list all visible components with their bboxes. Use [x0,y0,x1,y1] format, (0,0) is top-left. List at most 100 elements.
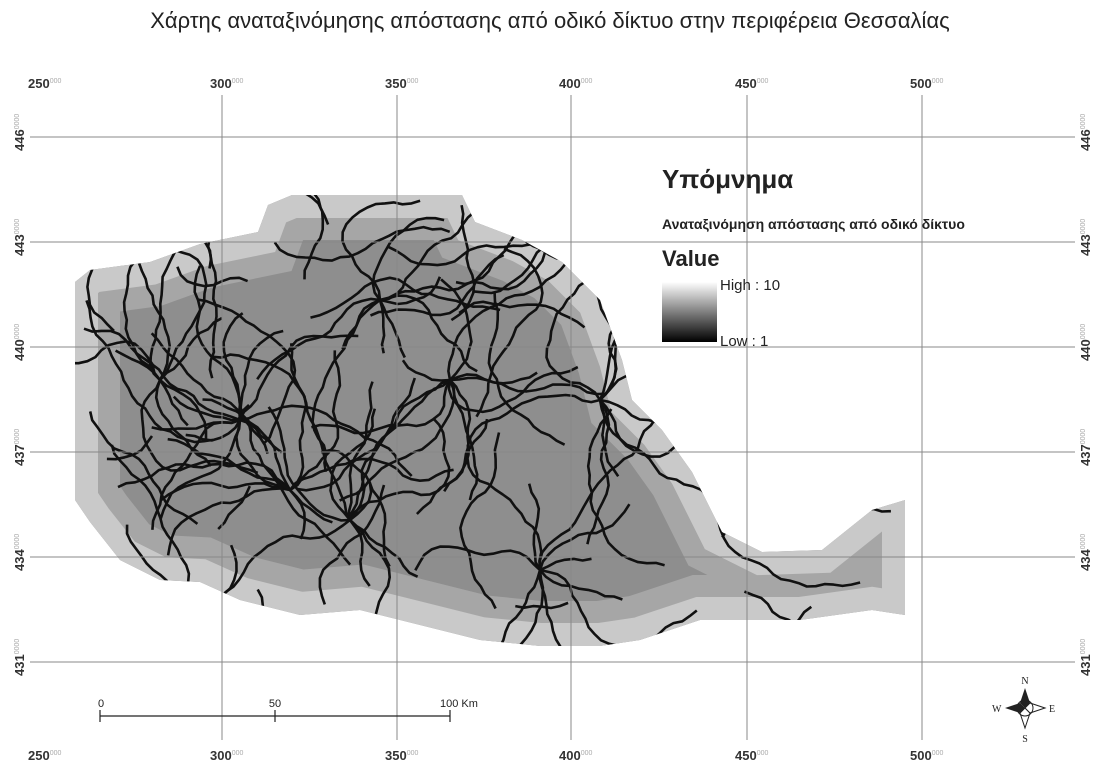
road [539,557,592,572]
grid-label-main: 440 [12,339,27,361]
road [329,408,377,521]
grid-label-main: 300 [210,748,232,763]
y-grid-label: 4460000 [1078,114,1093,151]
road [289,489,333,524]
road [267,406,351,522]
y-grid-label: 4430000 [12,219,27,256]
x-grid-label: 500000 [910,748,943,763]
grid-label-main: 443 [12,234,27,256]
road [586,408,665,567]
road [779,605,813,646]
road [347,381,374,521]
road [122,253,161,381]
road [158,379,189,427]
road [780,303,905,418]
x-grid-label: 400000 [559,76,592,91]
grid-label-sup: 0000 [14,219,21,235]
grid-label-main: 437 [12,444,27,466]
road [401,359,451,382]
grid-label-sup: 000 [932,750,944,757]
road [487,292,566,446]
x-grid-label: 450000 [735,76,768,91]
grid-label-sup: 0000 [14,114,21,130]
road [125,524,169,583]
road [154,379,213,467]
road [586,399,611,545]
grid-label-main: 450 [735,748,757,763]
x-grid-label: 250000 [28,748,61,763]
road [159,379,208,440]
grid-label-main: 440 [1078,339,1093,361]
road [539,568,698,646]
grid-label-sup: 000 [757,750,769,757]
arrow-e [1024,702,1047,714]
x-grid-label: 400000 [559,748,592,763]
road [539,569,623,601]
compass-s: S [1022,734,1028,745]
road [318,484,386,605]
grid-label-sup: 000 [581,78,593,85]
y-grid-label: 4400000 [12,324,27,361]
road [217,485,251,530]
x-grid-label: 450000 [735,748,768,763]
scale-bar [99,710,451,722]
road [165,195,213,269]
road [206,219,218,379]
compass-ring [1016,699,1034,717]
grid-label-main: 446 [12,129,27,151]
raster [75,195,905,646]
grid-label-sup: 0000 [14,534,21,550]
road [185,419,242,442]
road [238,334,359,421]
road [449,371,538,385]
road [75,340,162,381]
grid-label-sup: 000 [232,750,244,757]
grid-label-sup: 000 [932,78,944,85]
legend: Υπόμνημα Αναταξινόμηση απόστασης από οδι… [662,164,965,350]
x-grid-label: 500000 [910,76,943,91]
road [219,518,351,600]
x-grid-label: 350000 [385,76,418,91]
road [764,395,804,506]
road [159,419,242,519]
grid-label-main: 400 [559,748,581,763]
road [310,276,501,319]
road [348,519,391,620]
grid-label-sup: 0000 [1080,324,1087,340]
x-grid-label: 350000 [385,748,418,763]
grid-label-main: 431 [1078,654,1093,676]
y-grid-label: 4430000 [1078,219,1093,256]
road [414,545,541,571]
grid-label-main: 500 [910,748,932,763]
road [715,511,861,588]
y-grid-label: 4310000 [1078,639,1093,676]
road [83,327,241,422]
y-grid-label: 4310000 [12,639,27,676]
legend-high: High : 10 [720,277,780,294]
grid-label-sup: 000 [757,78,769,85]
road [387,242,532,267]
road [545,261,606,401]
grid-label-sup: 000 [407,78,419,85]
scale-label: 50 [269,698,281,710]
grid-label-sup: 0000 [1080,429,1087,445]
y-grid-label: 4340000 [12,534,27,571]
road [515,601,569,610]
road [527,483,542,571]
y-grid-label: 4340000 [1078,534,1093,571]
road [482,195,494,204]
grid-label-sup: 000 [581,750,593,757]
grid-label-sup: 000 [50,750,62,757]
road [598,399,620,478]
arrow-n [1020,688,1030,708]
grid-label-sup: 0000 [14,639,21,655]
grid-label-sup: 0000 [1080,639,1087,655]
north-arrow: N S E W [992,676,1055,745]
scale-label: 100 Km [440,698,478,710]
grid-label-main: 431 [12,654,27,676]
grid-label-main: 400 [559,76,581,91]
compass-n: N [1021,676,1028,687]
road [149,236,184,381]
road [444,569,545,646]
